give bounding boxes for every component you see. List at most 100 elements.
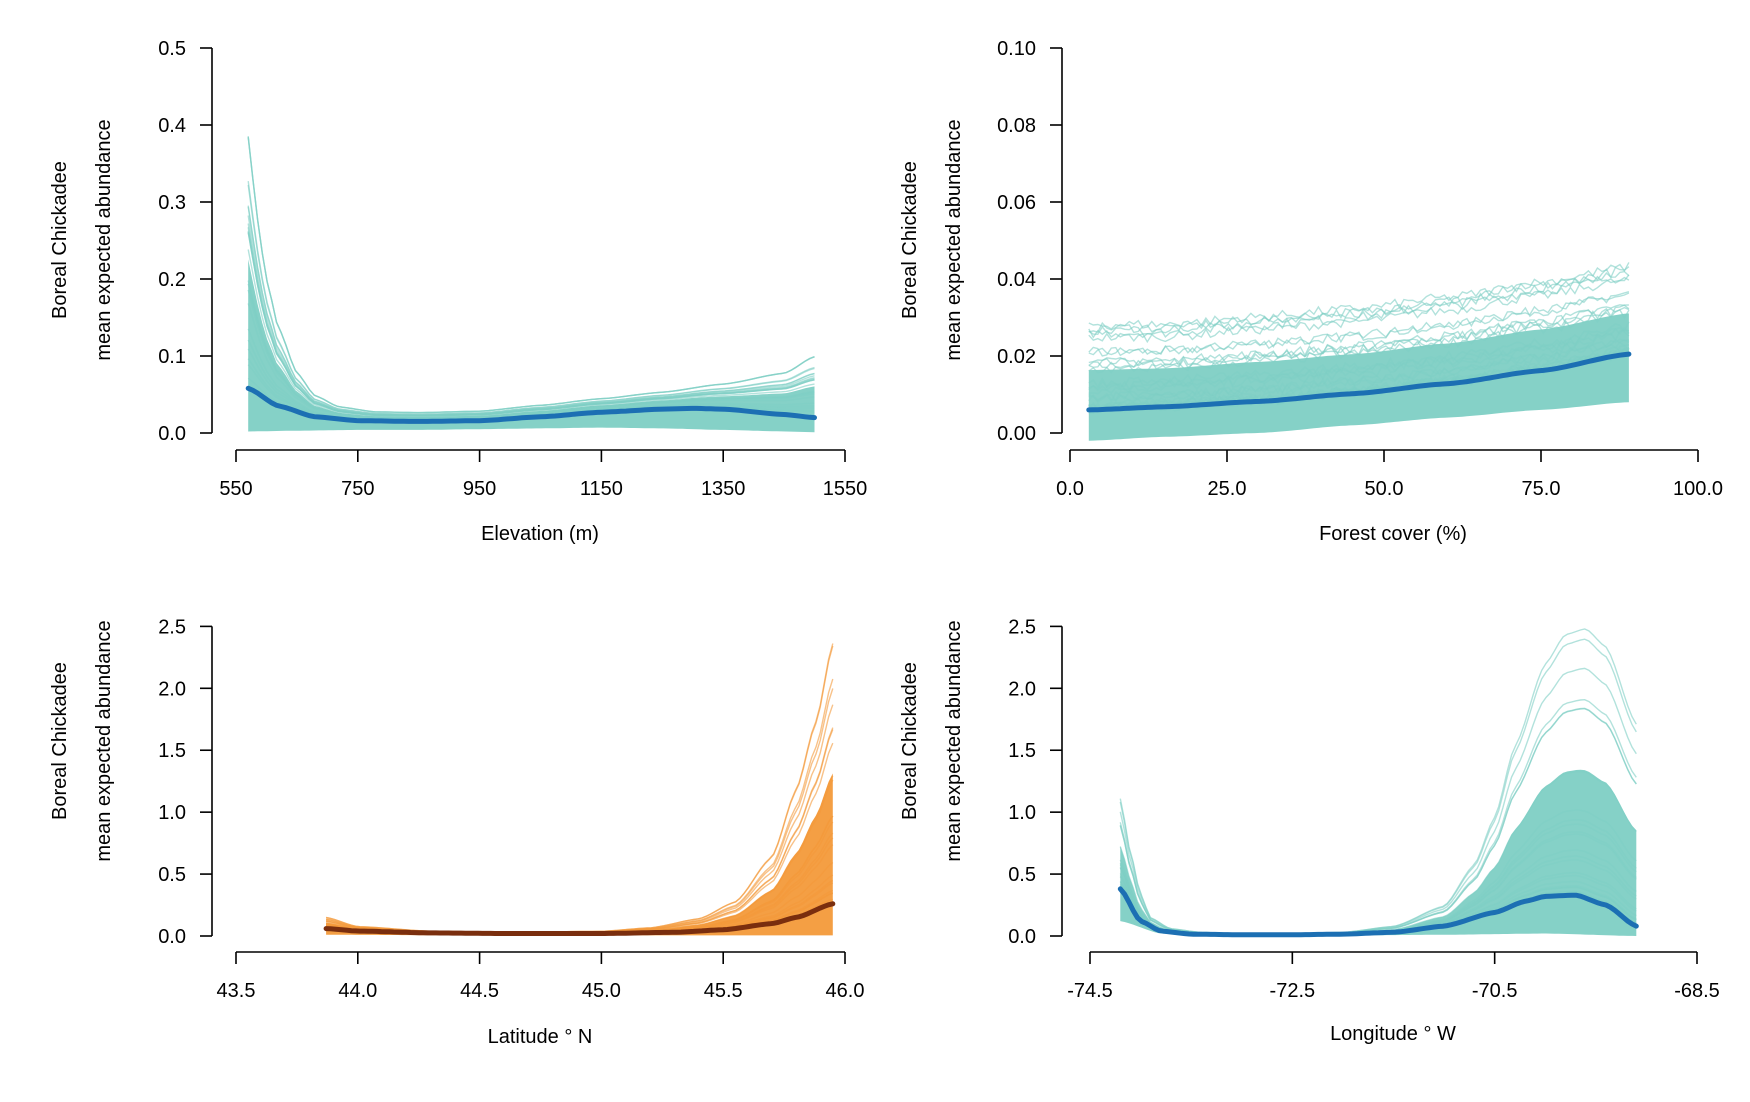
y-tick-label: 2.0 <box>1008 678 1036 700</box>
x-axis-label: Forest cover (%) <box>1319 523 1467 545</box>
ensemble-line <box>247 181 815 415</box>
y-tick-label: 0.10 <box>997 38 1036 60</box>
y-tick-label: 0.0 <box>158 423 186 445</box>
y-axis-label-line1: Boreal Chickadee <box>49 161 71 319</box>
ensemble-line <box>1088 291 1630 357</box>
y-tick-label: 0.5 <box>158 864 186 886</box>
y-tick-label: 1.0 <box>158 802 186 824</box>
x-tick-label: -74.5 <box>1067 980 1113 1002</box>
mean-line <box>245 385 817 424</box>
x-axis-label: Longitude ° W <box>1330 1023 1456 1045</box>
ensemble-line <box>325 645 834 934</box>
ensemble-line <box>1088 309 1630 374</box>
x-tick-label: 75.0 <box>1522 478 1561 500</box>
x-axis-label: Elevation (m) <box>481 523 599 545</box>
y-axis-label-line1: Boreal Chickadee <box>49 662 71 820</box>
ensemble-line <box>1088 339 1630 403</box>
ensemble-line <box>247 289 815 419</box>
panel-3: 0.0 0.5 1.0 1.5 2.0 2.5 43.5 44.0 44.5 45.0 45.5 46… <box>49 616 864 1048</box>
y-tick-label: 2.0 <box>158 678 186 700</box>
panel-2: 0.00 0.02 0.04 0.06 0.08 0.10 0.0 25.0 50.0 75.0 1… <box>899 38 1723 545</box>
ensemble-line <box>247 136 815 414</box>
y-tick-label: 2.5 <box>158 616 186 638</box>
ensemble-line <box>1088 270 1630 336</box>
x-tick-label: 550 <box>219 478 252 500</box>
ensemble-line <box>1088 327 1630 392</box>
x-tick-label: 45.0 <box>582 980 621 1002</box>
ensemble-line <box>325 688 834 934</box>
y-tick-label: 0.3 <box>158 192 186 214</box>
y-tick-label: 2.5 <box>1008 616 1036 638</box>
x-tick-label: 950 <box>463 478 496 500</box>
x-tick-label: 100.0 <box>1673 478 1723 500</box>
y-tick-label: 0.2 <box>158 269 186 291</box>
ensemble-line <box>247 137 815 414</box>
ensemble-line <box>325 643 834 934</box>
x-tick-label: 1350 <box>701 478 746 500</box>
ensemble-line <box>1088 338 1629 402</box>
mean-line <box>323 901 836 936</box>
x-axis-label: Latitude ° N <box>488 1026 593 1048</box>
x-tick-label: 0.0 <box>1056 478 1084 500</box>
x-tick-label: 46.0 <box>826 980 865 1002</box>
x-tick-label: 44.5 <box>460 980 499 1002</box>
panel-4: 0.0 0.5 1.0 1.5 2.0 2.5 -74.5 -72.5 -70.5 -68.5 Lo… <box>899 616 1720 1045</box>
ensemble-line <box>247 230 815 417</box>
x-tick-label: 45.5 <box>704 980 743 1002</box>
y-tick-label: 0.08 <box>997 115 1036 137</box>
ensemble-band <box>325 643 834 936</box>
ensemble-line <box>247 205 815 416</box>
ensemble-line <box>247 328 815 421</box>
y-tick-label: 0.0 <box>158 926 186 948</box>
mean-line <box>1117 886 1639 938</box>
ensemble-line <box>1088 326 1630 392</box>
y-tick-label: 0.00 <box>997 423 1036 445</box>
ensemble-fill <box>1088 313 1629 441</box>
y-tick-label: 0.1 <box>158 346 186 368</box>
y-tick-label: 0.5 <box>1008 864 1036 886</box>
y-tick-label: 0.0 <box>1008 926 1036 948</box>
ensemble-line <box>247 136 815 414</box>
y-tick-label: 1.0 <box>1008 802 1036 824</box>
x-tick-label: 25.0 <box>1208 478 1247 500</box>
ensemble-line <box>247 223 815 417</box>
ensemble-line <box>247 249 815 418</box>
x-tick-label: 43.5 <box>217 980 256 1002</box>
y-tick-label: 0.4 <box>158 115 186 137</box>
x-tick-label: -68.5 <box>1674 980 1720 1002</box>
ensemble-line <box>325 704 834 934</box>
mean-line <box>1086 351 1632 413</box>
ensemble-line <box>247 215 815 417</box>
y-tick-label: 0.02 <box>997 346 1036 368</box>
panel-1: 0.0 0.1 0.2 0.3 0.4 0.5 550 750 950 1150 1350 1550 E… <box>49 38 867 545</box>
y-tick-label: 0.06 <box>997 192 1036 214</box>
x-tick-label: 1150 <box>580 478 623 500</box>
ensemble-band <box>1119 628 1637 936</box>
ensemble-line <box>1088 304 1630 369</box>
x-tick-label: -72.5 <box>1270 980 1316 1002</box>
y-axis-label-line2: mean expected abundance <box>93 119 115 360</box>
y-tick-label: 1.5 <box>1008 740 1036 762</box>
y-tick-label: 1.5 <box>158 740 186 762</box>
ensemble-band <box>1088 262 1630 441</box>
y-tick-label: 0.04 <box>997 269 1036 291</box>
x-tick-label: 50.0 <box>1365 478 1404 500</box>
ensemble-line <box>1088 262 1630 330</box>
x-tick-label: 750 <box>341 478 374 500</box>
y-axis-label-line2: mean expected abundance <box>943 620 965 861</box>
ensemble-band <box>247 136 815 433</box>
ensemble-line <box>247 184 815 415</box>
ensemble-line <box>1088 292 1630 356</box>
y-axis-label-line1: Boreal Chickadee <box>899 662 921 820</box>
x-tick-label: -70.5 <box>1472 980 1518 1002</box>
ensemble-line <box>247 303 815 420</box>
ensemble-line <box>1088 321 1630 389</box>
x-tick-label: 44.0 <box>338 980 377 1002</box>
y-axis-label-line2: mean expected abundance <box>943 119 965 360</box>
ensemble-fill <box>1120 769 1637 936</box>
x-tick-label: 1550 <box>823 478 868 500</box>
y-axis-label-line2: mean expected abundance <box>93 620 115 861</box>
y-axis-label-line1: Boreal Chickadee <box>899 161 921 319</box>
y-tick-label: 0.5 <box>158 38 186 60</box>
